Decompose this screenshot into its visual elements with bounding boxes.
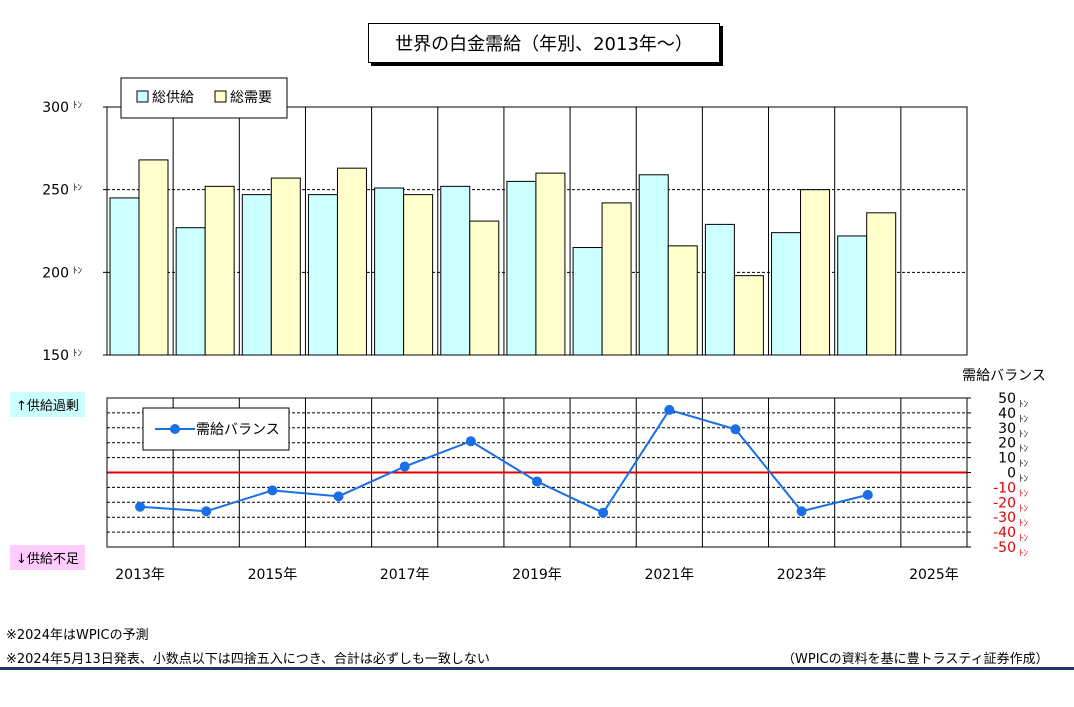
- balance-point: [532, 476, 542, 487]
- supply-bar: [109, 197, 140, 356]
- line-y-tick-label: 50: [998, 391, 1016, 407]
- demand-legend-label: 総需要: [230, 90, 272, 106]
- release-note: ※2024年5月13日発表、小数点以下は四捨五入につき、合計は必ずしも一致しない: [6, 652, 490, 667]
- demand-bar: [667, 245, 698, 356]
- balance-series-line: [140, 408, 869, 515]
- line-y-unit: ﾄﾝ: [1019, 445, 1029, 455]
- line-y-tick-label: 30: [998, 421, 1016, 437]
- balance-point: [267, 485, 278, 496]
- line-y-unit: ﾄﾝ: [1019, 519, 1029, 529]
- supply-bar: [704, 223, 735, 356]
- supply-bar: [572, 247, 603, 356]
- line-y-tick-label: -50: [993, 540, 1016, 556]
- balance-point: [598, 507, 609, 518]
- balance-point: [201, 506, 212, 517]
- line-y-unit: ﾄﾝ: [1019, 415, 1029, 425]
- demand-bar: [601, 202, 632, 356]
- x-tick-label: 2017年: [380, 567, 430, 583]
- bar-y-unit: ﾄﾝ: [73, 266, 83, 276]
- source-note: （WPICの資料を基に豊トラスティ証券作成）: [782, 652, 1049, 667]
- supply-bar: [506, 180, 537, 356]
- demand-bar: [733, 275, 764, 356]
- bar-y-tick-label: 300: [42, 100, 69, 116]
- supply-bar: [175, 227, 206, 356]
- x-tick-label: 2021年: [644, 567, 694, 583]
- forecast-note: ※2024年はWPICの予測: [6, 628, 149, 643]
- x-tick-label: 2013年: [115, 567, 165, 583]
- supply-legend-label: 総供給: [152, 90, 194, 106]
- line-y-tick-label: -30: [993, 510, 1016, 526]
- demand-legend-swatch: [214, 90, 227, 103]
- line-y-unit: ﾄﾝ: [1019, 460, 1029, 470]
- bar-y-tick-label: 150: [42, 348, 69, 364]
- balance-point: [862, 489, 873, 500]
- x-tick-label: 2023年: [777, 567, 827, 583]
- line-y-unit: ﾄﾝ: [1019, 549, 1029, 559]
- line-y-unit: ﾄﾝ: [1019, 534, 1029, 544]
- line-y-unit: ﾄﾝ: [1019, 504, 1029, 514]
- line-y-tick-label: 0: [1007, 466, 1016, 482]
- deficit-label: ↓供給不足: [10, 545, 85, 570]
- line-y-tick-label: -10: [993, 480, 1016, 496]
- bar-y-unit: ﾄﾝ: [73, 349, 83, 359]
- line-y-unit: ﾄﾝ: [1019, 400, 1029, 410]
- demand-bar: [270, 177, 301, 356]
- demand-bar: [403, 194, 434, 356]
- line-y-tick-label: -20: [993, 495, 1016, 511]
- supply-bar: [837, 235, 868, 356]
- chart-title-text: 世界の白金需給（年別、2013年～）: [395, 34, 693, 55]
- line-y-unit: ﾄﾝ: [1019, 430, 1029, 440]
- balance-legend-label: 需給バランス: [196, 422, 280, 438]
- balance-point: [796, 506, 807, 517]
- balance-point: [135, 501, 146, 512]
- supply-bar: [440, 185, 471, 356]
- balance-point: [333, 491, 344, 502]
- x-tick-label: 2019年: [512, 567, 562, 583]
- supply-bar: [307, 194, 338, 356]
- demand-bar: [800, 189, 831, 356]
- balance-point: [730, 424, 741, 435]
- bar-y-unit: ﾄﾝ: [73, 184, 83, 194]
- line-y-unit: ﾄﾝ: [1019, 475, 1029, 485]
- x-tick-label: 2015年: [248, 567, 298, 583]
- supply-bar: [638, 174, 669, 356]
- supply-bar: [241, 194, 272, 356]
- line-y-tick-label: 10: [998, 451, 1016, 467]
- balance-axis-title: 需給バランス: [962, 368, 1046, 384]
- bar-y-tick-label: 200: [42, 265, 69, 281]
- demand-bar: [138, 159, 169, 356]
- line-y-unit: ﾄﾝ: [1019, 489, 1029, 499]
- line-y-tick-label: -40: [993, 525, 1016, 541]
- supply-legend-swatch: [136, 90, 149, 103]
- demand-bar: [204, 185, 235, 356]
- bar-legend-box: [120, 77, 288, 119]
- demand-bar: [469, 220, 500, 356]
- balance-point: [664, 404, 675, 415]
- bar-plot-border: [106, 106, 968, 356]
- demand-bar: [336, 167, 367, 356]
- supply-bar: [771, 232, 802, 356]
- footer-rule: [0, 667, 1074, 670]
- demand-bar: [535, 172, 566, 356]
- demand-bar: [866, 212, 897, 356]
- surplus-label: ↑供給過剰: [10, 392, 85, 417]
- balance-point: [465, 436, 476, 447]
- line-y-tick-label: 40: [998, 406, 1016, 422]
- line-y-tick-label: 20: [998, 436, 1016, 452]
- x-tick-label: 2025年: [909, 567, 959, 583]
- bar-y-unit: ﾄﾝ: [73, 101, 83, 111]
- bar-y-tick-label: 250: [42, 183, 69, 199]
- balance-point: [399, 461, 410, 472]
- chart-title: 世界の白金需給（年別、2013年～）: [368, 23, 720, 63]
- supply-bar: [374, 187, 405, 356]
- balance-legend-marker: [170, 424, 180, 434]
